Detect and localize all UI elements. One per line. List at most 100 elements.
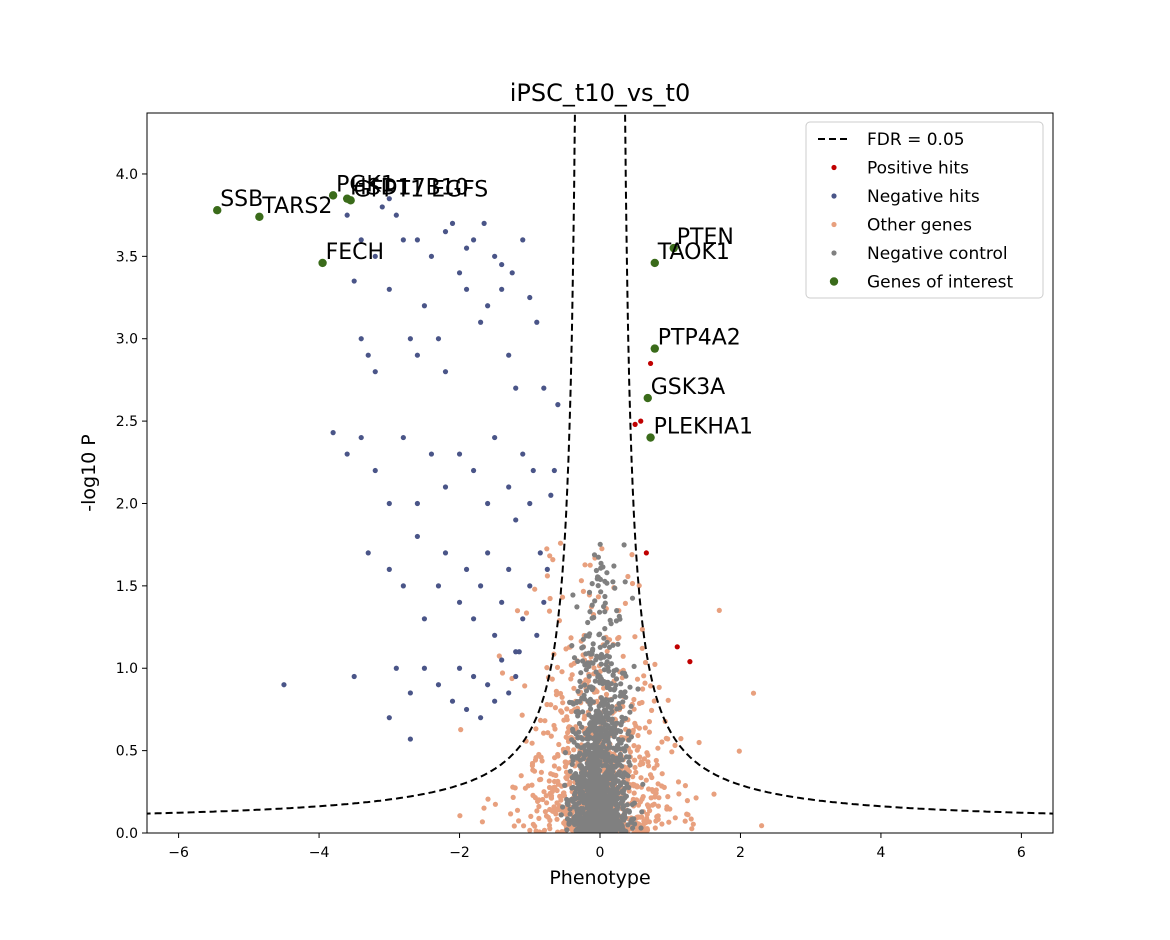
negative-control-point bbox=[602, 643, 608, 649]
gene-label: PTP4A2 bbox=[658, 326, 741, 351]
negative-control-point bbox=[580, 636, 586, 642]
other-genes-point bbox=[538, 776, 544, 783]
negative-hits-point bbox=[541, 599, 547, 605]
negative-control-point bbox=[620, 774, 626, 780]
negative-control-point bbox=[631, 663, 637, 670]
negative-control-point bbox=[564, 800, 570, 807]
negative-control-point bbox=[574, 699, 580, 705]
genes-of-interest-point bbox=[669, 243, 678, 253]
other-genes-point bbox=[560, 700, 566, 706]
negative-control-point bbox=[601, 785, 608, 792]
negative-hits-point bbox=[449, 220, 456, 226]
negative-control-point bbox=[619, 714, 625, 720]
negative-control-point bbox=[614, 756, 620, 762]
y-tick-label: 2.5 bbox=[116, 414, 138, 430]
negative-control-point bbox=[584, 729, 590, 735]
negative-control-point bbox=[567, 768, 574, 774]
negative-control-point bbox=[576, 800, 582, 806]
negative-hits-point bbox=[516, 649, 522, 655]
other-genes-point bbox=[546, 778, 552, 784]
negative-hits-point bbox=[386, 196, 392, 202]
legend: FDR = 0.05 Positive hits Negative hits Othe… bbox=[805, 121, 1044, 299]
other-genes-point bbox=[548, 733, 554, 739]
other-genes-point bbox=[672, 742, 678, 749]
other-genes-point bbox=[629, 580, 636, 587]
negative-hits-point bbox=[407, 336, 413, 342]
other-genes-point bbox=[655, 803, 662, 809]
negative-control-point bbox=[597, 673, 603, 680]
negative-control-point bbox=[604, 798, 611, 804]
negative-hits-point bbox=[463, 245, 470, 251]
negative-control-point bbox=[593, 829, 599, 833]
negative-control-point bbox=[592, 678, 598, 684]
negative-control-point bbox=[610, 672, 616, 678]
other-genes-point bbox=[546, 784, 553, 791]
negative-control-point bbox=[575, 713, 581, 719]
other-genes-point bbox=[582, 562, 588, 568]
negative-control-point bbox=[573, 821, 579, 827]
negative-control-point bbox=[583, 667, 589, 673]
negative-control-point bbox=[628, 703, 634, 709]
negative-control-point bbox=[606, 668, 612, 674]
negative-control-point bbox=[597, 644, 603, 650]
negative-control-point bbox=[587, 696, 594, 703]
negative-control-point bbox=[584, 825, 590, 831]
negative-hits-point bbox=[520, 616, 526, 622]
negative-hits-point bbox=[386, 715, 392, 721]
other-genes-point bbox=[518, 773, 524, 779]
other-genes-point bbox=[458, 727, 464, 733]
negative-control-point bbox=[582, 773, 588, 779]
negative-control-point bbox=[583, 765, 590, 771]
negative-control-point bbox=[612, 745, 619, 751]
negative-control-point bbox=[570, 817, 576, 823]
negative-hits-point bbox=[407, 736, 413, 742]
negative-control-point bbox=[579, 765, 585, 771]
other-genes-point bbox=[654, 762, 660, 768]
other-genes-point bbox=[634, 784, 640, 790]
other-genes-point bbox=[639, 626, 646, 633]
negative-control-point bbox=[598, 802, 604, 809]
negative-hits-point bbox=[435, 682, 442, 688]
other-genes-point bbox=[485, 796, 491, 802]
other-genes-point bbox=[653, 757, 659, 764]
negative-hits-point bbox=[428, 451, 435, 457]
other-genes-point bbox=[652, 661, 658, 668]
negative-hits-point bbox=[330, 430, 336, 436]
negative-control-point bbox=[587, 609, 593, 615]
negative-hits-point bbox=[470, 616, 477, 622]
negative-control-point bbox=[569, 754, 575, 760]
negative-hits-point bbox=[513, 385, 519, 391]
negative-control-point bbox=[577, 750, 583, 756]
other-genes-point bbox=[481, 805, 487, 811]
negative-control-point bbox=[592, 728, 598, 734]
negative-control-point bbox=[569, 737, 575, 743]
other-genes-point bbox=[534, 808, 540, 814]
negative-control-point bbox=[588, 827, 595, 833]
other-genes-point bbox=[548, 795, 555, 801]
negative-control-point bbox=[621, 817, 627, 823]
other-genes-point bbox=[581, 716, 587, 722]
other-genes-point bbox=[666, 819, 672, 825]
negative-control-point bbox=[618, 780, 624, 786]
negative-hits-point bbox=[541, 385, 547, 391]
negative-hits-point bbox=[481, 220, 487, 226]
other-genes-point bbox=[646, 763, 652, 769]
other-genes-point bbox=[563, 646, 569, 652]
other-genes-point bbox=[559, 669, 565, 675]
other-genes-point bbox=[542, 809, 549, 815]
other-genes-point bbox=[642, 659, 649, 666]
negative-hits-point bbox=[435, 583, 442, 589]
negative-control-point bbox=[573, 786, 579, 792]
negative-control-point bbox=[630, 825, 636, 831]
other-genes-point bbox=[631, 790, 637, 796]
other-genes-point bbox=[508, 811, 514, 817]
other-genes-point bbox=[655, 745, 661, 751]
negative-control-point bbox=[604, 753, 610, 759]
negative-control-point bbox=[581, 777, 588, 783]
negative-control-point bbox=[577, 678, 583, 685]
negative-control-point bbox=[589, 714, 595, 721]
other-genes-point bbox=[635, 821, 641, 827]
negative-hits-point bbox=[421, 616, 428, 622]
other-genes-point bbox=[659, 739, 665, 745]
other-genes-point bbox=[632, 634, 638, 640]
